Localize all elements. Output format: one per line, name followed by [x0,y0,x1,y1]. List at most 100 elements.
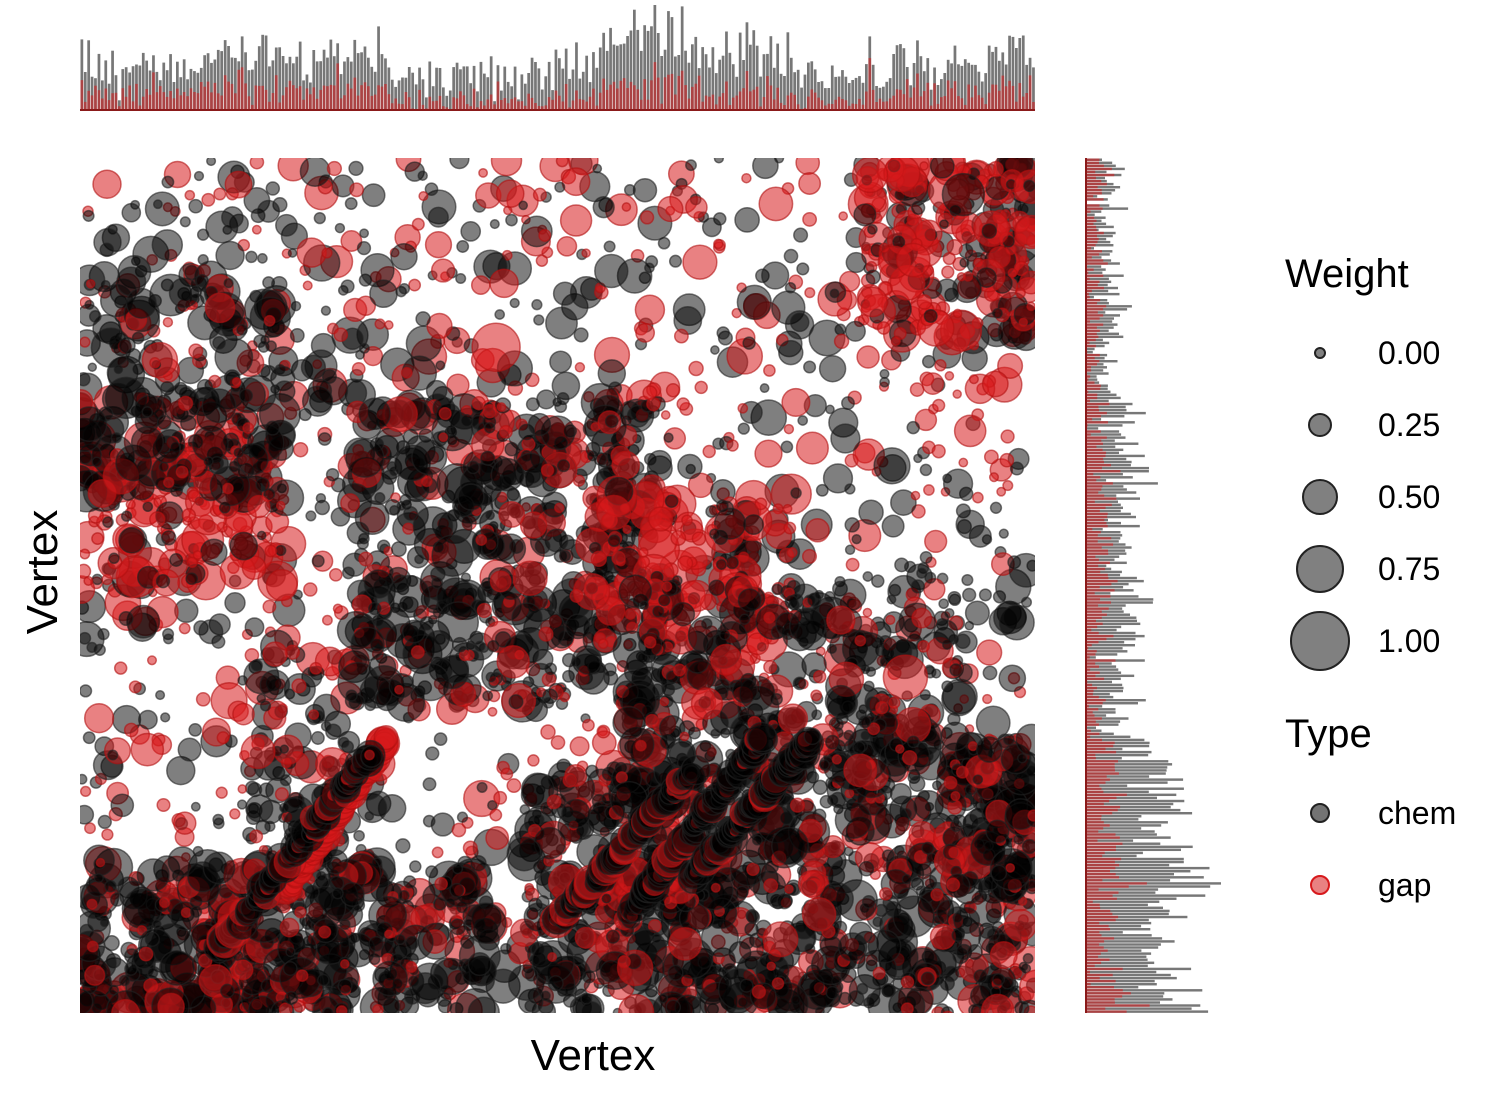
gap-edge-point [791,798,805,812]
right-hist-bar-gap [1086,861,1115,863]
top-hist-bar-gap [701,102,704,110]
chem-edge-point [786,283,796,293]
chem-edge-point [148,968,158,978]
gap-edge-point [695,381,707,393]
gap-edge-point [911,492,919,500]
top-hist-bar-gap [592,89,595,110]
gap-edge-point [764,879,778,893]
chem-edge-point [362,184,384,206]
right-hist-bar-gap [1086,610,1102,612]
top-hist-bar-gap [261,86,264,110]
top-hist-bar-gap [210,92,213,110]
chem-edge-point [845,484,855,494]
right-hist-bar-gap [1086,305,1106,307]
chem-edge-point [429,207,449,227]
gap-edge-point [799,173,820,194]
gap-edge-point [977,640,1002,665]
chem-edge-point [152,230,182,260]
chem-edge-point [659,994,668,1003]
right-hist-bar-gap [1086,449,1103,451]
chem-edge-point [399,284,409,294]
chem-edge-point [403,620,425,642]
gap-edge-point [932,445,945,458]
right-hist-bar-gap [1086,406,1098,408]
chem-edge-point [461,415,473,427]
gap-edge-point [951,792,960,801]
chem-edge-point [101,919,109,927]
gap-edge-point [667,384,680,397]
top-hist-bar-gap [967,85,970,111]
right-hist-bar-gap [1086,559,1099,561]
gap-edge-point [479,169,487,177]
top-hist-bar-gap [309,94,312,110]
chem-edge-point [548,976,563,991]
chem-edge-point [965,622,973,630]
chem-edge-point [404,430,418,444]
top-hist-bar-gap [650,80,653,110]
chem-edge-point [486,511,494,519]
chem-edge-point [973,775,982,784]
right-hist-bar-gap [1086,314,1103,316]
chem-edge-point [826,405,834,413]
top-hist-bar-gap [548,97,551,110]
gap-edge-point [185,191,194,200]
top-hist-bar-gap [326,86,329,110]
gap-edge-point [439,433,447,441]
chem-edge-point [583,971,595,983]
gap-edge-point [997,488,1005,496]
right-hist-bar-chem [1086,427,1098,429]
chem-edge-point [835,802,871,838]
gap-edge-point [563,774,576,787]
right-hist-bar-gap [1086,659,1116,661]
gap-edge-point [945,372,953,380]
top-hist-bar-chem [647,31,650,110]
plot-area [61,145,1055,1031]
right-hist-bar-gap [1086,638,1106,640]
gap-edge-point [130,681,142,693]
top-hist-bar-gap [933,83,936,110]
right-hist-bar-gap [1086,818,1101,820]
chem-edge-point [874,448,910,484]
gap-edge-point [501,768,512,779]
chem-edge-point [406,937,419,950]
chem-edge-point [436,361,445,370]
chem-edge-point [189,200,202,213]
top-hist-bar-gap [343,95,346,110]
top-hist-bar-gap [306,88,309,110]
top-hist-bar-chem [411,73,414,110]
top-hist-bar-gap [940,97,943,110]
chem-edge-point [717,327,729,339]
chem-edge-point [820,356,846,382]
gap-edge-point [353,363,365,375]
gap-edge-point [669,928,701,960]
chem-edge-point [977,737,1002,762]
gap-edge-point [472,397,485,410]
top-hist-bar-gap [104,89,107,111]
chem-edge-point [922,842,933,853]
chem-edge-point [343,567,354,578]
right-hist-bar-gap [1086,571,1100,573]
right-hist-bar-chem [1086,681,1112,683]
gap-edge-point [714,239,723,248]
top-hist-bar-gap [459,91,462,110]
right-hist-bar-gap [1086,959,1110,961]
top-hist-bar-gap [640,100,643,110]
gap-edge-point [197,693,210,706]
gap-edge-point [635,295,664,324]
chem-edge-point [991,502,1002,513]
right-hist-bar-gap [1086,1010,1127,1012]
top-hist-bar-gap [817,98,820,110]
gap-edge-point [452,823,465,836]
gap-edge-point [1006,864,1014,872]
chem-edge-point [859,500,883,524]
right-hist-bar-gap [1086,891,1119,893]
chem-edge-point [322,306,331,315]
right-hist-bar-gap [1086,284,1098,286]
right-hist-bar-gap [1086,562,1110,564]
chem-edge-point [880,378,889,387]
right-hist-bar-gap [1086,665,1099,667]
gap-edge-point [902,976,914,988]
top-hist-bar-gap [193,92,196,110]
chem-edge-point [434,898,446,910]
gap-edge-point [557,237,576,256]
